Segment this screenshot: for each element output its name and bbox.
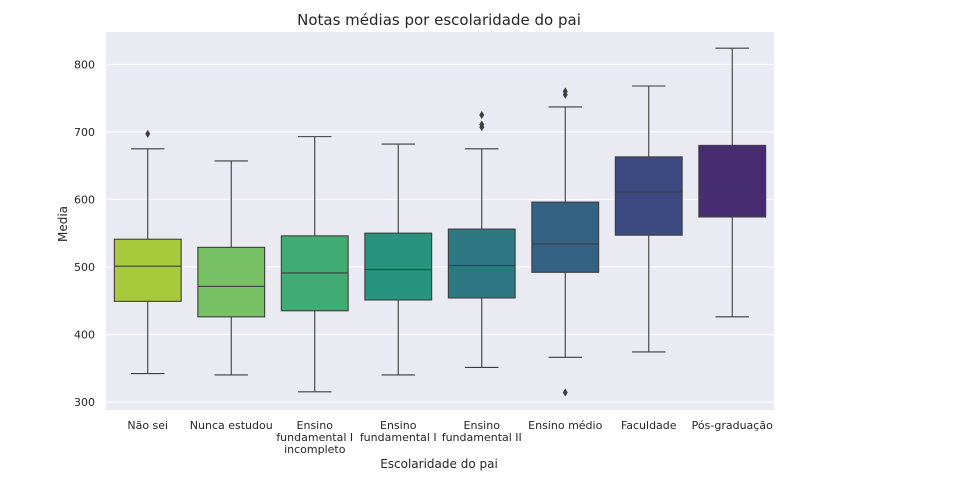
x-tick-label-line: Pós-graduação bbox=[692, 419, 773, 432]
x-tick-label-7: Pós-graduação bbox=[692, 419, 773, 432]
x-tick-label-line: Ensino bbox=[464, 419, 501, 432]
box-iqr bbox=[698, 144, 767, 218]
box-iqr bbox=[197, 246, 266, 318]
x-tick-label-line: Ensino bbox=[380, 419, 417, 432]
y-tick-label-700: 700 bbox=[74, 126, 95, 139]
x-tick-label-0: Não sei bbox=[127, 419, 168, 432]
box-iqr bbox=[113, 238, 182, 302]
x-tick-label-line: Ensino médio bbox=[528, 419, 602, 432]
y-tick-label-600: 600 bbox=[74, 193, 95, 206]
x-tick-label-line: fundamental II bbox=[442, 431, 522, 444]
box-group-6 bbox=[614, 85, 683, 353]
outlier-point bbox=[562, 388, 568, 397]
x-tick-label-1: Nunca estudou bbox=[190, 419, 273, 432]
x-tick-label-line: Não sei bbox=[127, 419, 168, 432]
x-tick-label-3: Ensino fundamental I bbox=[360, 419, 437, 444]
x-tick-label-line: Nunca estudou bbox=[190, 419, 273, 432]
box-group-2 bbox=[280, 136, 349, 393]
box-group-1 bbox=[197, 160, 266, 376]
outlier-point bbox=[479, 111, 485, 120]
x-tick-label-line: fundamental I bbox=[360, 431, 437, 444]
y-axis-label: Media bbox=[56, 206, 70, 242]
x-tick-label-4: Ensino fundamental II bbox=[442, 419, 522, 444]
boxes bbox=[113, 47, 767, 397]
box-iqr bbox=[531, 201, 600, 273]
y-tick-label-300: 300 bbox=[74, 396, 95, 409]
y-axis-ticks: 300 400 500 600 700 800 bbox=[74, 58, 95, 409]
x-tick-label-line: fundamental I bbox=[276, 431, 353, 444]
y-tick-label-800: 800 bbox=[74, 58, 95, 71]
y-tick-label-500: 500 bbox=[74, 261, 95, 274]
outlier-point bbox=[562, 87, 568, 96]
box-iqr bbox=[614, 156, 683, 236]
box-group-5 bbox=[531, 87, 600, 397]
box-iqr bbox=[364, 232, 433, 301]
x-tick-label-line: incompleto bbox=[284, 443, 346, 456]
outlier-point bbox=[145, 129, 151, 138]
y-tick-label-400: 400 bbox=[74, 328, 95, 341]
chart-title: Notas médias por escolaridade do pai bbox=[297, 11, 581, 29]
x-tick-label-line: Ensino bbox=[297, 419, 334, 432]
outlier-point bbox=[479, 120, 485, 129]
box-iqr bbox=[447, 228, 516, 299]
x-tick-label-6: Faculdade bbox=[621, 419, 677, 432]
x-tick-label-5: Ensino médio bbox=[528, 419, 602, 432]
box-group-0 bbox=[113, 129, 182, 375]
x-tick-label-line: Faculdade bbox=[621, 419, 677, 432]
box-group-7 bbox=[698, 47, 767, 318]
box-group-4 bbox=[447, 111, 516, 369]
box-group-3 bbox=[364, 143, 433, 376]
x-axis-label: Escolaridade do pai bbox=[380, 457, 498, 471]
